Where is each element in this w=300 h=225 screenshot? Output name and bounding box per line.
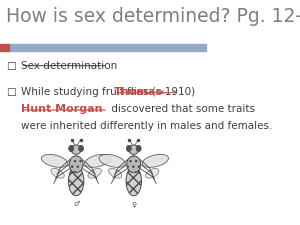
Text: □: □ bbox=[6, 87, 16, 97]
Ellipse shape bbox=[69, 145, 74, 152]
Ellipse shape bbox=[99, 154, 125, 167]
Text: □: □ bbox=[6, 61, 16, 71]
Text: were inherited differently in males and females.: were inherited differently in males and … bbox=[21, 121, 272, 131]
Bar bbox=[9, 44, 206, 51]
Ellipse shape bbox=[79, 145, 83, 152]
Text: Thomas: Thomas bbox=[114, 87, 163, 97]
Text: ♀: ♀ bbox=[131, 201, 136, 207]
Ellipse shape bbox=[127, 156, 141, 173]
Text: How is sex determined? Pg. 12-13: How is sex determined? Pg. 12-13 bbox=[6, 7, 300, 26]
Text: ♂: ♂ bbox=[73, 201, 79, 207]
Ellipse shape bbox=[126, 166, 142, 196]
Bar bbox=[0, 44, 9, 51]
Ellipse shape bbox=[129, 145, 139, 154]
Ellipse shape bbox=[69, 156, 83, 173]
Ellipse shape bbox=[126, 145, 131, 152]
Text: While studying fruit flies (≈1910): While studying fruit flies (≈1910) bbox=[21, 87, 198, 97]
Ellipse shape bbox=[88, 168, 101, 178]
Ellipse shape bbox=[68, 166, 84, 196]
Ellipse shape bbox=[136, 145, 141, 152]
Text: Sex determination: Sex determination bbox=[21, 61, 117, 71]
Text: discovered that some traits: discovered that some traits bbox=[108, 104, 255, 114]
Text: Hunt Morgan: Hunt Morgan bbox=[21, 104, 102, 114]
Ellipse shape bbox=[142, 154, 169, 167]
Ellipse shape bbox=[109, 168, 122, 178]
Ellipse shape bbox=[85, 154, 111, 167]
Ellipse shape bbox=[51, 168, 64, 178]
Ellipse shape bbox=[146, 168, 159, 178]
Ellipse shape bbox=[41, 154, 68, 167]
Ellipse shape bbox=[71, 145, 81, 154]
